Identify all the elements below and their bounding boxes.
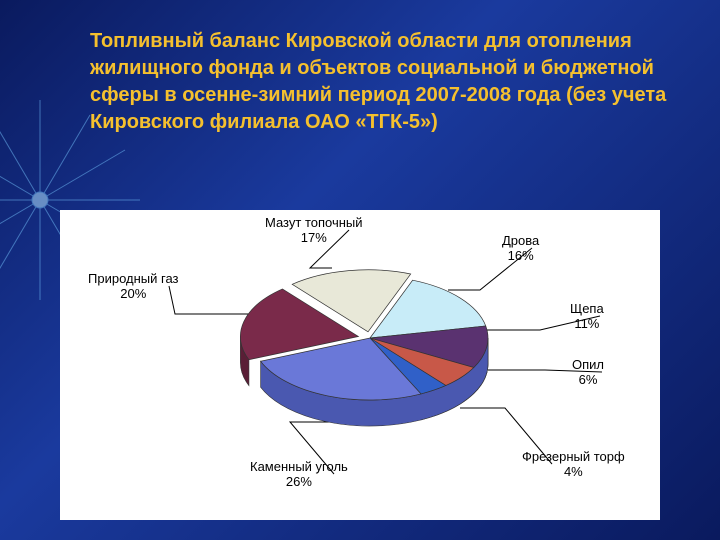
slice-label: Дрова 16% — [502, 234, 539, 264]
slice-label: Щепа 11% — [570, 302, 604, 332]
slice-label: Опил 6% — [572, 358, 604, 388]
pie-body — [240, 254, 500, 454]
slice-label: Каменный уголь 26% — [250, 460, 348, 490]
slice-label: Фрезерный торф 4% — [522, 450, 625, 480]
pie-chart: Природный газ 20% Мазут топочный 17% Дрова… — [60, 210, 660, 520]
slice-label: Природный газ 20% — [88, 272, 179, 302]
page-title: Топливный баланс Кировской области для о… — [90, 28, 690, 136]
slice-label: Мазут топочный 17% — [265, 216, 363, 246]
